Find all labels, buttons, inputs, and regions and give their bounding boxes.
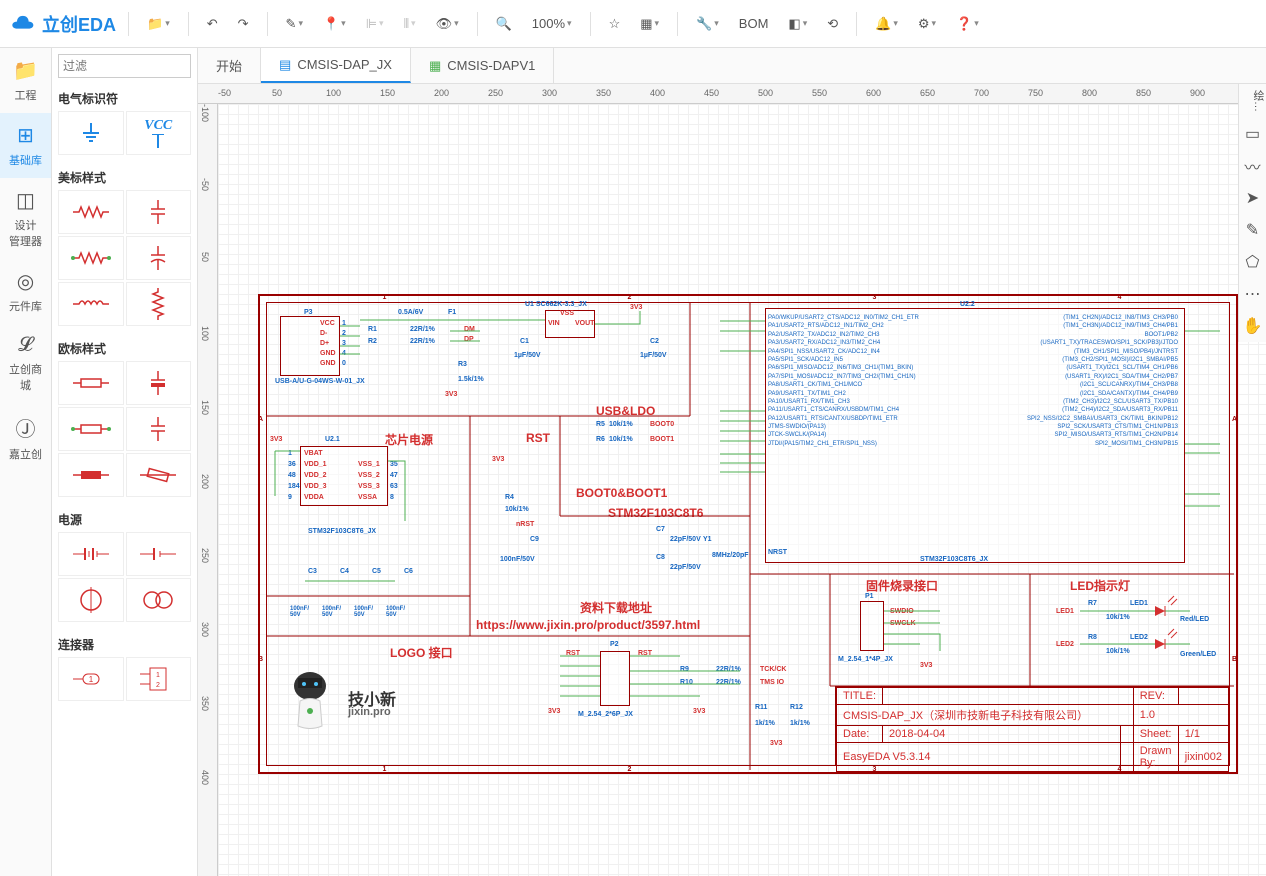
symbol-resistor-us[interactable] bbox=[58, 190, 124, 234]
canvas-area: 开始▤CMSIS-DAP_JX▦CMSIS-DAPV1 -50501001502… bbox=[198, 48, 1266, 876]
undo-button[interactable]: ↶ bbox=[201, 12, 224, 36]
symbol-conn1[interactable]: 1 bbox=[58, 657, 124, 701]
tool-pencil[interactable]: ✎ bbox=[1239, 214, 1266, 246]
symbol-cap-us[interactable] bbox=[126, 190, 192, 234]
help-menu[interactable]: ❓▾ bbox=[950, 12, 985, 36]
layer-menu[interactable]: ◧▾ bbox=[782, 12, 813, 36]
tab-bar: 开始▤CMSIS-DAP_JX▦CMSIS-DAPV1 bbox=[198, 48, 1266, 84]
svg-text:1: 1 bbox=[156, 672, 160, 679]
convert-menu[interactable]: ▦▾ bbox=[634, 12, 665, 36]
tool-tag[interactable]: ⬠ bbox=[1239, 246, 1266, 278]
view-menu[interactable]: 👁▾ bbox=[430, 12, 465, 36]
library-panel: 电气标识符 VCC 美标样式 欧标样式 电源 bbox=[52, 48, 198, 876]
tool-text[interactable]: ⋯ bbox=[1239, 278, 1266, 310]
bell-button[interactable]: 🔔▾ bbox=[869, 12, 904, 36]
u22-pins-left: PA0/WKUP/USART2_CTS/ADC12_IN0/TIM2_CH1_E… bbox=[768, 314, 919, 448]
symbol-vcc[interactable]: VCC bbox=[126, 111, 192, 155]
symbol-fuse[interactable] bbox=[126, 453, 192, 497]
symbol-battery[interactable] bbox=[58, 532, 124, 576]
app-logo[interactable]: 立创EDA bbox=[10, 10, 116, 38]
ruler-horizontal: -505010015020025030035040045050055060065… bbox=[198, 84, 1266, 104]
symbol-cap-pol-us[interactable] bbox=[126, 236, 192, 280]
lib-section-connector: 连接器 bbox=[58, 632, 191, 657]
title-block: TITLE:REV: CMSIS-DAP_JX（深圳市技新电子科技有限公司）1.… bbox=[835, 686, 1230, 766]
canvas-content: 11223344AABB P3 VCC1D-2D+3GND4GND0 USB-A… bbox=[218, 104, 1266, 876]
tool-select[interactable]: ▭ bbox=[1239, 118, 1266, 150]
star-button[interactable]: ☆ bbox=[603, 12, 627, 36]
symbol-resistor-eu[interactable] bbox=[58, 361, 124, 405]
lib-section-eu: 欧标样式 bbox=[58, 336, 191, 361]
sidebar-item-5[interactable]: Ⓙ嘉立创 bbox=[0, 403, 51, 472]
symbol-source-i[interactable] bbox=[126, 578, 192, 622]
symbol-cap-eu[interactable] bbox=[126, 361, 192, 405]
zoom-level[interactable]: 100%▾ bbox=[526, 12, 578, 35]
jixin-logo bbox=[280, 666, 340, 736]
sidebar-item-3[interactable]: ◎元件库 bbox=[0, 259, 51, 324]
symbol-source-v[interactable] bbox=[58, 578, 124, 622]
distribute-menu[interactable]: ⫴▾ bbox=[398, 12, 422, 36]
sidebar-item-2[interactable]: ◫设计管理器 bbox=[0, 178, 51, 259]
symbol-cap-eu2[interactable] bbox=[126, 407, 192, 451]
place-menu[interactable]: 📍▾ bbox=[317, 12, 352, 36]
svg-text:2: 2 bbox=[156, 682, 160, 689]
lib-section-electrical: 电气标识符 bbox=[58, 86, 191, 111]
sidebar-item-1[interactable]: ⊞基础库 bbox=[0, 113, 51, 178]
sidebar-item-4[interactable]: 𝓛立创商城 bbox=[0, 324, 51, 403]
symbol-gnd[interactable] bbox=[58, 111, 124, 155]
symbol-resistor-eu2[interactable] bbox=[58, 407, 124, 451]
settings-menu[interactable]: ⚙▾ bbox=[912, 12, 942, 36]
sidebar-item-0[interactable]: 📁工程 bbox=[0, 48, 51, 113]
right-tools-label: 绘… bbox=[1239, 84, 1266, 118]
symbol-inductor-us[interactable] bbox=[58, 282, 124, 326]
schematic-frame: 11223344AABB P3 VCC1D-2D+3GND4GND0 USB-A… bbox=[258, 294, 1238, 774]
align-menu[interactable]: ⊫▾ bbox=[360, 12, 390, 36]
symbol-battery2[interactable] bbox=[126, 532, 192, 576]
schematic-canvas[interactable]: -505010015020025030035040045050055060065… bbox=[198, 84, 1266, 876]
component-p1[interactable] bbox=[860, 601, 884, 651]
right-toolbar: 绘… ▭ 〰 ➤ ✎ ⬠ ⋯ ✋ bbox=[1238, 84, 1266, 342]
u22-pins-right: (TIM1_CH2N)/ADC12_IN8/TIM3_CH3/PB0(TIM1_… bbox=[1027, 314, 1178, 448]
symbol-resistor-fill[interactable] bbox=[58, 453, 124, 497]
symbol-resistor-us3[interactable] bbox=[126, 282, 192, 326]
tab-1[interactable]: ▤CMSIS-DAP_JX bbox=[261, 48, 411, 83]
share-button[interactable]: ⟲ bbox=[821, 12, 844, 36]
redo-button[interactable]: ↷ bbox=[232, 12, 255, 36]
main-toolbar: 立创EDA 📁▾ ↶ ↷ ✎▾ 📍▾ ⊫▾ ⫴▾ 👁▾ 🔍 100%▾ ☆ ▦▾… bbox=[0, 0, 1266, 48]
lib-section-us: 美标样式 bbox=[58, 165, 191, 190]
bom-button[interactable]: BOM bbox=[733, 12, 775, 35]
svg-text:1: 1 bbox=[89, 675, 94, 684]
main-area: 📁工程⊞基础库◫设计管理器◎元件库𝓛立创商城Ⓙ嘉立创 电气标识符 VCC 美标样… bbox=[0, 48, 1266, 876]
component-p2[interactable] bbox=[600, 651, 630, 706]
tool-pan[interactable]: ✋ bbox=[1239, 310, 1266, 342]
tool-wire[interactable]: 〰 bbox=[1239, 150, 1266, 182]
tab-2[interactable]: ▦CMSIS-DAPV1 bbox=[411, 48, 554, 83]
ruler-vertical: -100-5050100150200250300350400 bbox=[198, 104, 218, 876]
tool-arrow[interactable]: ➤ bbox=[1239, 182, 1266, 214]
left-sidebar: 📁工程⊞基础库◫设计管理器◎元件库𝓛立创商城Ⓙ嘉立创 bbox=[0, 48, 52, 876]
symbol-resistor-us2[interactable] bbox=[58, 236, 124, 280]
zoom-in-button[interactable]: 🔍 bbox=[490, 12, 518, 36]
tab-0[interactable]: 开始 bbox=[198, 48, 261, 83]
tools-menu[interactable]: 🔧▾ bbox=[690, 12, 725, 36]
library-filter-input[interactable] bbox=[58, 54, 191, 78]
file-menu[interactable]: 📁▾ bbox=[141, 12, 176, 36]
lib-section-power: 电源 bbox=[58, 507, 191, 532]
symbol-conn2[interactable]: 12 bbox=[126, 657, 192, 701]
edit-menu[interactable]: ✎▾ bbox=[280, 12, 309, 36]
